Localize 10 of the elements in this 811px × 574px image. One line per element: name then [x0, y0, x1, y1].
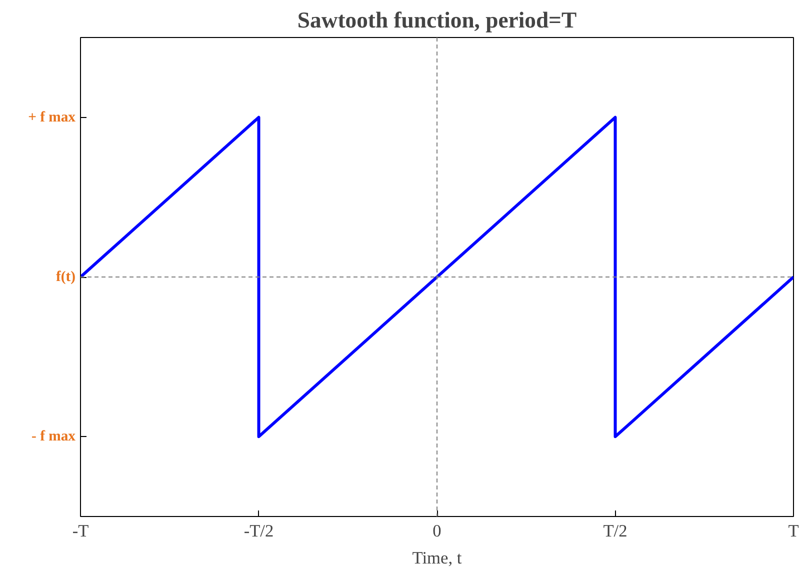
text: f(t) [56, 269, 76, 285]
x-tick-label: -T [72, 522, 90, 540]
chart-title: Sawtooth function, period=T [297, 8, 577, 32]
x-tick-label: T [788, 522, 800, 540]
x-tick-label: 0 [432, 522, 442, 540]
x-axis-title: Time, t [412, 548, 462, 568]
x-tick-label: -T/2 [244, 522, 274, 540]
text: - f max [32, 428, 76, 445]
x-tick-label: T/2 [603, 522, 628, 540]
text: + f max [28, 109, 76, 126]
